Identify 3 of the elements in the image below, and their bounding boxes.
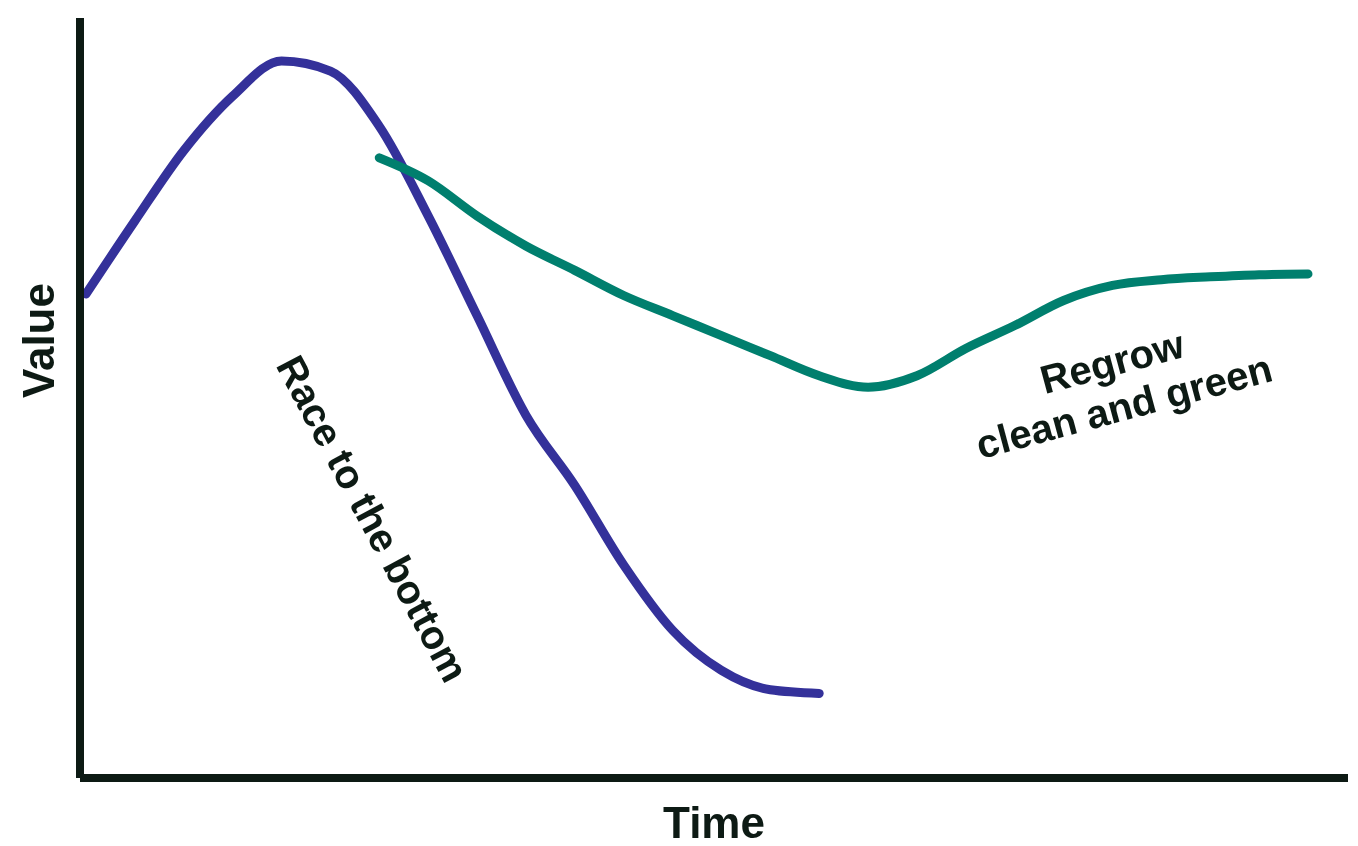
- x-axis-title: Time: [663, 798, 765, 846]
- annotation: Regrow clean and green: [970, 320, 1278, 469]
- y-axis-title: Value: [13, 283, 63, 398]
